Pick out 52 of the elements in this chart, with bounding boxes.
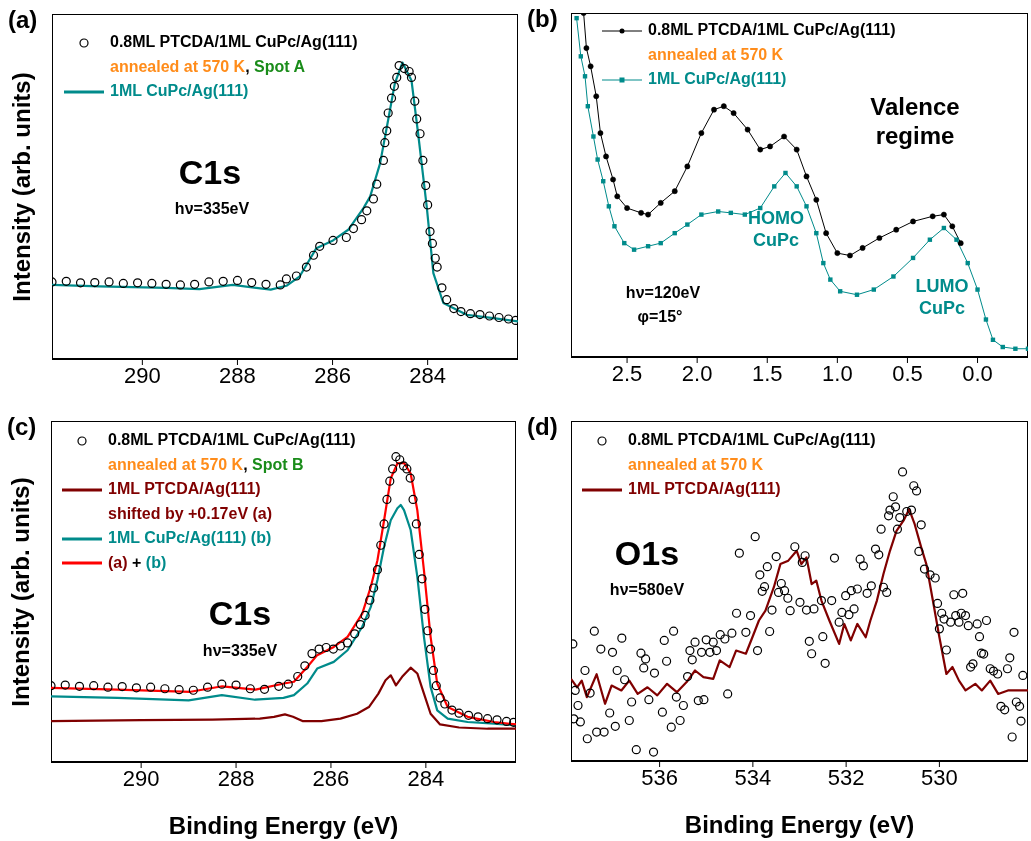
legend-label: 0.8ML PTCDA/1ML CuPc/Ag(111) xyxy=(628,431,876,448)
annotation: annealed at 570 K xyxy=(648,45,784,63)
x-tick-label: 286 xyxy=(314,362,351,388)
legend-label: 0.8ML PTCDA/1ML CuPc/Ag(111) xyxy=(110,33,358,50)
x-tick-label: 288 xyxy=(219,362,256,388)
x-tick-label: 534 xyxy=(734,764,772,790)
annotation: annealed at 570 K xyxy=(628,455,764,473)
legend-label: 1ML PTCDA/Ag(111) xyxy=(108,480,261,497)
chart-title: (c) xyxy=(7,413,37,441)
legend-label: 0.8ML PTCDA/1ML CuPc/Ag(111) xyxy=(648,21,896,38)
x-tick-label: 2.0 xyxy=(681,360,713,386)
annotation: C1s xyxy=(178,151,242,193)
x-tick-label: 284 xyxy=(407,765,445,791)
annotation: annealed at 570 K, Spot A xyxy=(110,57,306,75)
annotation: Valence regime xyxy=(869,93,961,151)
x-tick-label: 0.0 xyxy=(962,360,993,386)
legend-label: (a) + (b) xyxy=(108,553,167,571)
legend-label: 1ML CuPc/Ag(111) (b) xyxy=(108,529,272,546)
chart-title: (a) xyxy=(8,6,38,34)
legend-label: 1ML CuPc/Ag(111) xyxy=(648,70,787,87)
annotation: hν=580eV xyxy=(609,580,685,600)
x-tick-label: 290 xyxy=(122,765,160,791)
y-axis-title: Intensity (arb. units) xyxy=(8,71,36,302)
x-tick-label: 1.5 xyxy=(751,360,783,386)
x-axis-title: Binding Energy (eV) xyxy=(684,811,915,839)
y-axis-title: Intensity (arb. units) xyxy=(7,476,35,707)
annotation: annealed at 570 K, Spot B xyxy=(108,455,304,473)
chart-title: (b) xyxy=(527,5,558,33)
annotation: shifted by +0.17eV (a) xyxy=(107,503,274,524)
x-tick-label: 530 xyxy=(921,764,958,790)
annotation: HOMO CuPc xyxy=(748,208,804,252)
annotation: φ=15° xyxy=(637,307,683,327)
chart-title: (d) xyxy=(527,413,558,441)
annotation: hν=120eV xyxy=(625,283,701,303)
x-tick-label: 0.5 xyxy=(892,360,923,386)
x-tick-label: 536 xyxy=(641,764,678,790)
x-tick-label: 2.5 xyxy=(611,360,643,386)
legend-label: 1ML PTCDA/Ag(111) xyxy=(628,480,781,497)
x-axis-title: Binding Energy (eV) xyxy=(168,812,399,840)
annotation: hν=335eV xyxy=(202,641,278,661)
x-tick-label: 290 xyxy=(123,362,161,388)
annotation: LUMO CuPc xyxy=(915,276,969,320)
x-tick-label: 532 xyxy=(827,764,865,790)
x-tick-label: 286 xyxy=(312,765,350,791)
annotation: O1s xyxy=(614,532,680,574)
legend-label: 1ML CuPc/Ag(111) xyxy=(110,82,249,99)
annotation: C1s xyxy=(208,592,272,634)
legend-label: 0.8ML PTCDA/1ML CuPc/Ag(111) xyxy=(108,431,356,448)
x-tick-label: 284 xyxy=(409,362,447,388)
x-tick-label: 288 xyxy=(217,765,255,791)
annotation: hν=335eV xyxy=(174,199,250,219)
x-tick-label: 1.0 xyxy=(822,360,853,386)
